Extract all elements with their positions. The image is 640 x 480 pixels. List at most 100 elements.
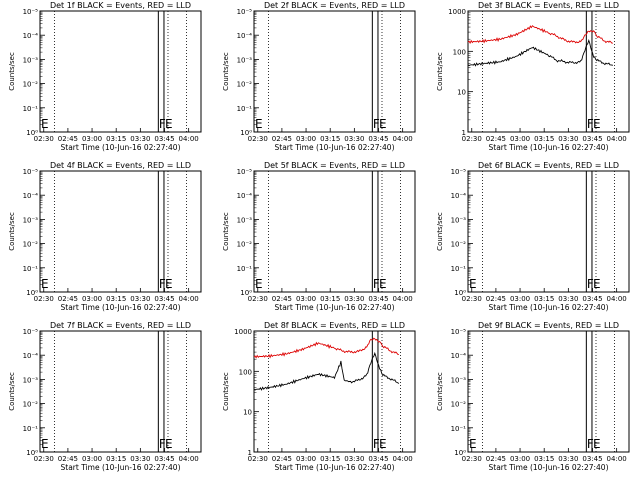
panel-2-x-axis-label: Start Time (10-Jun-16 02:27:40) [275, 143, 395, 152]
panel-5-y-tick-label: 10⁻¹ [237, 265, 253, 273]
panel-4-y-tick-label: 10⁰ [26, 289, 38, 297]
panel-6-y-tick-label: 10⁻³ [451, 216, 467, 224]
panel-5-x-tick-label: 02:45 [272, 295, 292, 303]
panel-4-marker-e-left: E [41, 277, 49, 291]
panel-9-x-tick-label: 03:15 [534, 455, 554, 463]
panel-1-y-tick-label: 10⁰ [26, 129, 38, 137]
panel-1-title: Det 1f BLACK = Events, RED = LLD [50, 1, 191, 10]
panel-5-marker-f: F [373, 277, 380, 291]
panel-2-frame [253, 10, 416, 133]
panel-2-x-tick-label: 02:30 [248, 135, 268, 143]
panel-5-y-tick-label: 10⁻² [237, 241, 253, 249]
panel-8-x-axis-label: Start Time (10-Jun-16 02:27:40) [275, 463, 395, 472]
panel-4-x-tick-label: 02:30 [34, 295, 54, 303]
panel-2-marker-e: E [379, 117, 387, 131]
panel-7-x-tick-label: 03:00 [82, 455, 102, 463]
panel-5-marker-e-left: E [255, 277, 263, 291]
panel-4-marker-e: E [165, 277, 173, 291]
panel-3-y-tick-label: 100 [453, 48, 466, 56]
panel-1-marker-e: E [165, 117, 173, 131]
panel-7-y-tick-label: 10⁻⁵ [23, 328, 39, 336]
panel-5-y-tick-label: 10⁻⁴ [237, 192, 253, 200]
panel-1-x-tick-label: 03:45 [154, 135, 174, 143]
panel-8-y-tick-label: 100 [239, 368, 252, 376]
panel-5-y-tick-label: 10⁻⁵ [237, 168, 253, 176]
panel-3-x-tick-label: 03:45 [582, 135, 602, 143]
panel-7-x-tick-label: 03:15 [106, 455, 126, 463]
panel-1-y-tick-label: 10⁻⁵ [23, 8, 39, 16]
panel-4-title: Det 4f BLACK = Events, RED = LLD [50, 161, 191, 170]
panel-9-x-tick-label: 03:30 [558, 455, 578, 463]
panel-1-frame [39, 10, 202, 133]
panel-7-y-tick-label: 10⁻¹ [23, 425, 39, 433]
panel-5-x-tick-label: 04:00 [393, 295, 413, 303]
panel-6-marker-f: F [587, 277, 594, 291]
panel-3-y-tick-label: 10 [457, 89, 466, 97]
panel-2-y-tick-label: 10⁻⁴ [237, 32, 253, 40]
panel-4-y-tick-label: 10⁻² [23, 241, 39, 249]
panel-6-x-axis-label: Start Time (10-Jun-16 02:27:40) [489, 303, 609, 312]
panel-8-x-tick-label: 04:00 [393, 455, 413, 463]
panel-1-marker-f: F [159, 117, 166, 131]
panel-4-y-tick-label: 10⁻⁵ [23, 168, 39, 176]
panel-3-x-tick-label: 03:30 [558, 135, 578, 143]
panel-5-x-tick-label: 03:00 [296, 295, 316, 303]
panel-1-x-tick-label: 02:30 [34, 135, 54, 143]
panel-3-frame [467, 10, 630, 133]
panel-3-y-axis-label: Counts/sec [436, 52, 444, 91]
panel-7-marker-e-left: E [41, 437, 49, 451]
panel-3-x-tick-label: 03:00 [510, 135, 530, 143]
panel-7-x-tick-label: 02:45 [58, 455, 78, 463]
panel-6-y-tick-label: 10⁻⁵ [451, 168, 467, 176]
panel-6-title: Det 6f BLACK = Events, RED = LLD [478, 161, 619, 170]
panel-8-y-axis-label: Counts/sec [222, 372, 230, 411]
panel-2-x-tick-label: 04:00 [393, 135, 413, 143]
panel-5-x-tick-label: 03:15 [320, 295, 340, 303]
panel-7-y-axis-label: Counts/sec [8, 372, 16, 411]
panel-1-marker-e-left: E [41, 117, 49, 131]
panel-9-y-tick-label: 10⁻⁴ [451, 352, 467, 360]
panel-6-y-axis-label: Counts/sec [436, 212, 444, 251]
panel-4-y-tick-label: 10⁻³ [23, 216, 39, 224]
panel-9-frame [467, 330, 630, 453]
panel-6-y-tick-label: 10⁻¹ [451, 265, 467, 273]
panel-4-y-axis-label: Counts/sec [8, 212, 16, 251]
panel-7-y-tick-label: 10⁻² [23, 401, 39, 409]
panel-7-x-tick-label: 04:00 [179, 455, 199, 463]
panel-1-y-tick-label: 10⁻⁴ [23, 32, 39, 40]
panel-4-x-tick-label: 03:15 [106, 295, 126, 303]
panel-7-y-tick-label: 10⁻⁴ [23, 352, 39, 360]
panel-1-x-tick-label: 04:00 [179, 135, 199, 143]
panel-9-x-axis-label: Start Time (10-Jun-16 02:27:40) [489, 463, 609, 472]
panel-2-x-tick-label: 03:45 [368, 135, 388, 143]
panel-7-y-tick-label: 10⁰ [26, 449, 38, 457]
panel-9-x-tick-label: 03:45 [582, 455, 602, 463]
panel-6-marker-e: E [593, 277, 601, 291]
panel-5-y-axis-label: Counts/sec [222, 212, 230, 251]
panel-3-x-axis-label: Start Time (10-Jun-16 02:27:40) [489, 143, 609, 152]
panel-5-x-axis-label: Start Time (10-Jun-16 02:27:40) [275, 303, 395, 312]
panel-8-x-tick-label: 03:15 [320, 455, 340, 463]
panel-8-x-tick-label: 03:00 [296, 455, 316, 463]
panel-4-x-tick-label: 04:00 [179, 295, 199, 303]
panel-8-lld-series-line [253, 337, 399, 359]
panel-1-x-tick-label: 02:45 [58, 135, 78, 143]
panel-6-x-tick-label: 03:15 [534, 295, 554, 303]
panel-9-marker-f: F [587, 437, 594, 451]
panel-1-y-tick-label: 10⁻³ [23, 56, 39, 64]
panel-6-x-tick-label: 02:30 [462, 295, 482, 303]
panel-7-x-tick-label: 03:45 [154, 455, 174, 463]
panel-9-x-tick-label: 02:30 [462, 455, 482, 463]
panel-7-y-tick-label: 10⁻³ [23, 376, 39, 384]
panel-2-marker-f: F [373, 117, 380, 131]
panel-2-x-tick-label: 03:00 [296, 135, 316, 143]
panel-4-x-tick-label: 02:45 [58, 295, 78, 303]
panel-9-x-tick-label: 03:00 [510, 455, 530, 463]
panel-3-x-tick-label: 02:45 [486, 135, 506, 143]
panel-3-x-tick-label: 04:00 [607, 135, 627, 143]
panel-3-y-tick-label: 1 [462, 129, 466, 137]
panel-4-frame [39, 170, 202, 293]
panel-1-y-tick-label: 10⁻¹ [23, 105, 39, 113]
panel-6-x-tick-label: 03:45 [582, 295, 602, 303]
panel-3-events-series-line [467, 38, 613, 67]
